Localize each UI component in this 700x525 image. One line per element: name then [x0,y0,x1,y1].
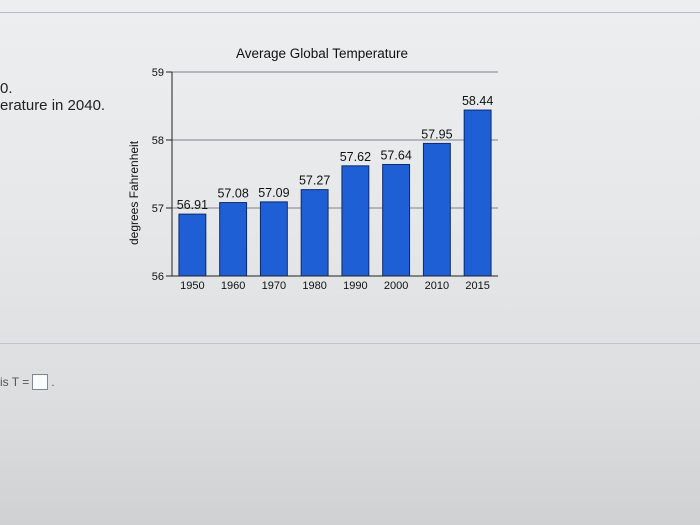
y-ticks: 56 57 58 59 [152,67,172,283]
bar-1980 [300,189,329,277]
data-labels: 56.91 57.08 57.09 57.27 57.62 57.64 57.95 58.44 [177,94,494,212]
answer-prefix: is T = [0,375,30,389]
answer-suffix: . [51,375,55,389]
bar-1960 [219,202,248,277]
data-label: 57.95 [421,127,452,141]
x-tick-label: 1950 [180,280,204,292]
answer-row: is T = . [0,374,55,390]
top-border [0,12,700,13]
x-tick-label: 2000 [384,280,408,292]
data-label: 58.44 [462,94,493,108]
bars [178,109,492,277]
y-tick-label: 56 [152,271,164,283]
y-tick-label: 57 [152,203,164,215]
y-axis-label: degrees Fahrenheit [127,140,141,245]
x-tick-labels: 1950 1960 1970 1980 1990 2000 2010 2015 [180,280,490,292]
data-label: 57.09 [258,186,289,200]
x-tick-label: 2015 [465,280,489,292]
section-divider [0,343,700,344]
y-tick-label: 59 [152,67,164,79]
bar-1990 [341,165,370,277]
bar-1950 [178,213,207,277]
data-label: 56.91 [177,198,208,212]
x-tick-label: 1970 [262,280,286,292]
data-label: 57.64 [380,148,411,162]
x-tick-label: 1960 [221,280,245,292]
question-text-fragment-1: 0. [0,80,13,97]
y-tick-label: 58 [152,135,164,147]
bar-2010 [422,142,451,277]
data-label: 57.27 [299,174,330,188]
x-tick-label: 1990 [343,280,367,292]
bar-1970 [259,201,288,277]
answer-input[interactable] [32,374,49,390]
x-tick-label: 1980 [302,280,326,292]
chart-title: Average Global Temperature [236,46,408,61]
x-tick-label: 2010 [425,280,449,292]
bar-2000 [382,163,411,277]
bar-2015 [463,109,492,277]
question-text-fragment-2: erature in 2040. [0,97,106,114]
data-label: 57.62 [340,150,371,164]
data-label: 57.08 [217,187,248,201]
